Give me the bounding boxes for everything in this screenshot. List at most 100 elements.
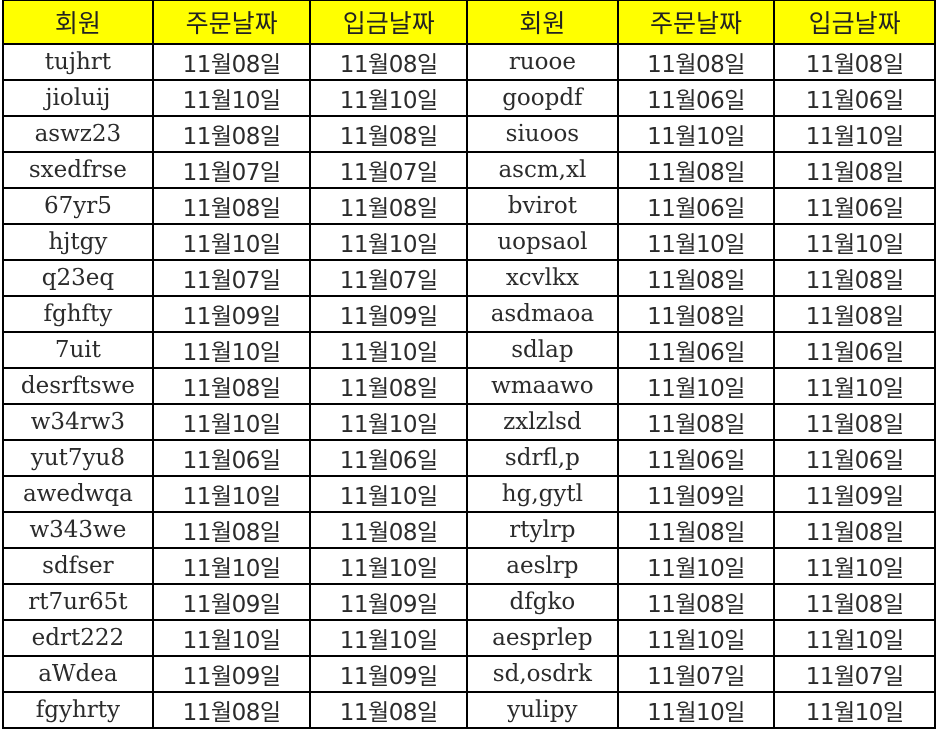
member-cell[interactable]: wmaawo xyxy=(466,367,619,405)
member-cell[interactable]: uopsaol xyxy=(466,223,619,261)
payment-date-cell[interactable]: 11월10일 xyxy=(309,403,469,441)
member-cell[interactable]: dfgko xyxy=(466,583,619,621)
member-cell[interactable]: fgyhrty xyxy=(2,691,154,729)
order-date-cell[interactable]: 11월10일 xyxy=(616,223,776,261)
payment-date-cell[interactable]: 11월09일 xyxy=(773,475,936,513)
member-cell[interactable]: fghfty xyxy=(2,295,154,333)
payment-date-cell[interactable]: 11월08일 xyxy=(773,259,936,297)
member-cell[interactable]: bvirot xyxy=(466,187,619,225)
order-date-cell[interactable]: 11월08일 xyxy=(151,367,312,405)
payment-date-cell[interactable]: 11월09일 xyxy=(309,295,469,333)
order-date-cell[interactable]: 11월10일 xyxy=(616,367,776,405)
member-cell[interactable]: goopdf xyxy=(466,79,619,117)
order-date-cell[interactable]: 11월10일 xyxy=(151,79,312,117)
order-date-cell[interactable]: 11월09일 xyxy=(151,583,312,621)
order-date-cell[interactable]: 11월08일 xyxy=(151,691,312,729)
member-cell[interactable]: 7uit xyxy=(2,331,154,369)
payment-date-cell[interactable]: 11월08일 xyxy=(309,691,469,729)
order-date-cell[interactable]: 11월10일 xyxy=(616,619,776,657)
order-date-cell[interactable]: 11월08일 xyxy=(151,187,312,225)
payment-date-cell[interactable]: 11월10일 xyxy=(773,223,936,261)
payment-date-cell[interactable]: 11월10일 xyxy=(309,619,469,657)
payment-date-cell[interactable]: 11월08일 xyxy=(309,187,469,225)
payment-date-cell[interactable]: 11월08일 xyxy=(309,115,469,153)
payment-date-cell[interactable]: 11월08일 xyxy=(773,43,936,81)
payment-date-cell[interactable]: 11월10일 xyxy=(773,115,936,153)
header-order-date[interactable]: 주문날짜 xyxy=(616,0,776,45)
member-cell[interactable]: sdrfl,p xyxy=(466,439,619,477)
member-cell[interactable]: aswz23 xyxy=(2,115,154,153)
payment-date-cell[interactable]: 11월10일 xyxy=(309,223,469,261)
payment-date-cell[interactable]: 11월09일 xyxy=(309,655,469,693)
order-date-cell[interactable]: 11월09일 xyxy=(151,655,312,693)
order-date-cell[interactable]: 11월06일 xyxy=(616,187,776,225)
order-date-cell[interactable]: 11월06일 xyxy=(616,79,776,117)
order-date-cell[interactable]: 11월10일 xyxy=(616,115,776,153)
member-cell[interactable]: edrt222 xyxy=(2,619,154,657)
member-cell[interactable]: hg,gytl xyxy=(466,475,619,513)
order-date-cell[interactable]: 11월06일 xyxy=(616,439,776,477)
member-cell[interactable]: yulipy xyxy=(466,691,619,729)
order-date-cell[interactable]: 11월08일 xyxy=(151,115,312,153)
payment-date-cell[interactable]: 11월06일 xyxy=(773,187,936,225)
order-date-cell[interactable]: 11월07일 xyxy=(151,151,312,189)
order-date-cell[interactable]: 11월10일 xyxy=(151,547,312,585)
order-date-cell[interactable]: 11월10일 xyxy=(151,331,312,369)
payment-date-cell[interactable]: 11월06일 xyxy=(309,439,469,477)
payment-date-cell[interactable]: 11월07일 xyxy=(309,259,469,297)
member-cell[interactable]: xcvlkx xyxy=(466,259,619,297)
member-cell[interactable]: awedwqa xyxy=(2,475,154,513)
header-member[interactable]: 회원 xyxy=(2,0,154,45)
member-cell[interactable]: aWdea xyxy=(2,655,154,693)
member-cell[interactable]: asdmaoa xyxy=(466,295,619,333)
member-cell[interactable]: sxedfrse xyxy=(2,151,154,189)
payment-date-cell[interactable]: 11월10일 xyxy=(773,619,936,657)
payment-date-cell[interactable]: 11월08일 xyxy=(773,511,936,549)
member-cell[interactable]: desrftswe xyxy=(2,367,154,405)
header-member[interactable]: 회원 xyxy=(466,0,619,45)
payment-date-cell[interactable]: 11월08일 xyxy=(773,403,936,441)
order-date-cell[interactable]: 11월08일 xyxy=(616,403,776,441)
payment-date-cell[interactable]: 11월07일 xyxy=(309,151,469,189)
order-date-cell[interactable]: 11월10일 xyxy=(151,619,312,657)
order-date-cell[interactable]: 11월08일 xyxy=(616,511,776,549)
order-date-cell[interactable]: 11월07일 xyxy=(616,655,776,693)
member-cell[interactable]: q23eq xyxy=(2,259,154,297)
payment-date-cell[interactable]: 11월08일 xyxy=(309,367,469,405)
payment-date-cell[interactable]: 11월08일 xyxy=(773,151,936,189)
order-date-cell[interactable]: 11월10일 xyxy=(151,403,312,441)
member-cell[interactable]: hjtgy xyxy=(2,223,154,261)
member-cell[interactable]: w34rw3 xyxy=(2,403,154,441)
order-date-cell[interactable]: 11월06일 xyxy=(616,331,776,369)
member-cell[interactable]: ruooe xyxy=(466,43,619,81)
order-date-cell[interactable]: 11월08일 xyxy=(616,295,776,333)
member-cell[interactable]: zxlzlsd xyxy=(466,403,619,441)
member-cell[interactable]: sdfser xyxy=(2,547,154,585)
member-cell[interactable]: tujhrt xyxy=(2,43,154,81)
order-date-cell[interactable]: 11월06일 xyxy=(151,439,312,477)
member-cell[interactable]: rtylrp xyxy=(466,511,619,549)
member-cell[interactable]: yut7yu8 xyxy=(2,439,154,477)
payment-date-cell[interactable]: 11월06일 xyxy=(773,439,936,477)
order-date-cell[interactable]: 11월08일 xyxy=(616,43,776,81)
header-payment-date[interactable]: 입금날짜 xyxy=(773,0,936,45)
member-cell[interactable]: sd,osdrk xyxy=(466,655,619,693)
order-date-cell[interactable]: 11월08일 xyxy=(616,259,776,297)
order-date-cell[interactable]: 11월08일 xyxy=(616,151,776,189)
payment-date-cell[interactable]: 11월10일 xyxy=(309,331,469,369)
member-cell[interactable]: 67yr5 xyxy=(2,187,154,225)
payment-date-cell[interactable]: 11월10일 xyxy=(309,475,469,513)
payment-date-cell[interactable]: 11월08일 xyxy=(773,583,936,621)
member-cell[interactable]: aeslrp xyxy=(466,547,619,585)
order-date-cell[interactable]: 11월09일 xyxy=(151,295,312,333)
member-cell[interactable]: jioluij xyxy=(2,79,154,117)
payment-date-cell[interactable]: 11월10일 xyxy=(773,367,936,405)
payment-date-cell[interactable]: 11월07일 xyxy=(773,655,936,693)
member-cell[interactable]: w343we xyxy=(2,511,154,549)
member-cell[interactable]: siuoos xyxy=(466,115,619,153)
order-date-cell[interactable]: 11월10일 xyxy=(151,223,312,261)
order-date-cell[interactable]: 11월10일 xyxy=(151,475,312,513)
order-date-cell[interactable]: 11월10일 xyxy=(616,547,776,585)
payment-date-cell[interactable]: 11월10일 xyxy=(309,79,469,117)
payment-date-cell[interactable]: 11월06일 xyxy=(773,331,936,369)
